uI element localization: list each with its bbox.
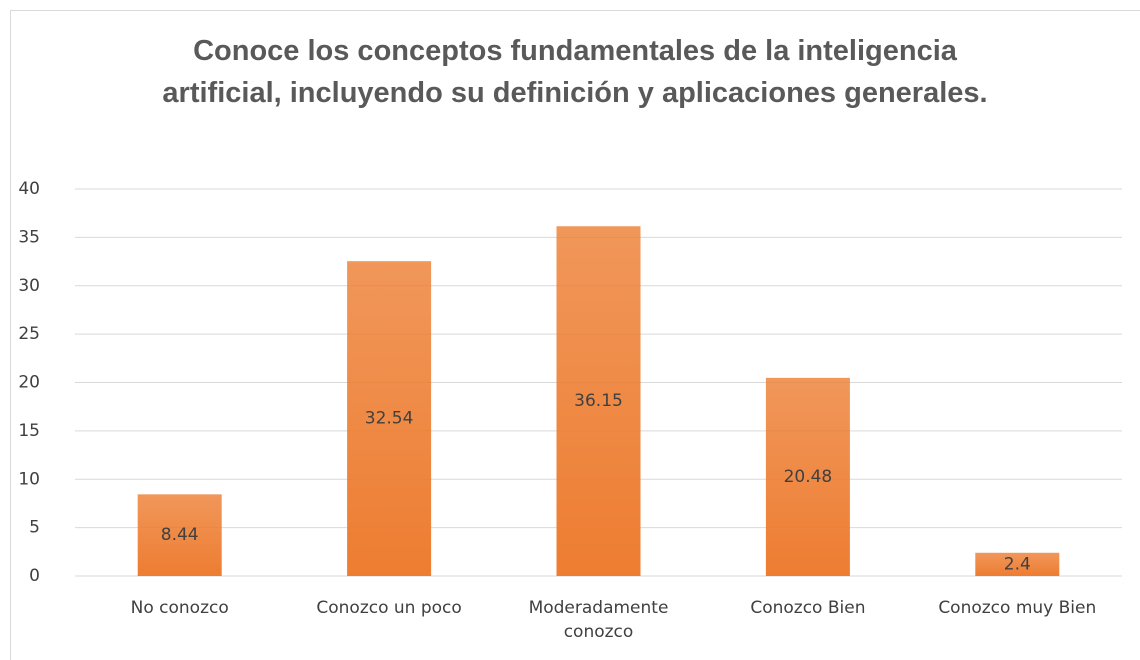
value-label: 36.15: [574, 391, 623, 411]
bar: [556, 226, 641, 576]
value-label: 8.44: [161, 525, 199, 545]
bar: [975, 552, 1060, 576]
bar: [347, 261, 432, 576]
y-tick-label: 30: [18, 276, 40, 296]
x-tick-label: Moderadamente conozco: [529, 598, 669, 642]
y-tick-label: 5: [29, 518, 40, 538]
value-label: 32.54: [365, 409, 414, 429]
y-tick-label: 10: [18, 469, 40, 489]
x-tick-label: Conozco un poco: [316, 598, 461, 618]
y-tick-label: 15: [18, 421, 40, 441]
y-tick-label: 0: [29, 566, 40, 586]
y-tick-label: 25: [18, 324, 40, 344]
x-tick-label: Conozco muy Bien: [938, 598, 1096, 618]
bar: [137, 494, 222, 576]
bar: [765, 377, 850, 576]
x-tick-label: Conozco Bien: [750, 598, 865, 618]
chart-title: Conoce los conceptos fundamentales de la…: [162, 35, 988, 109]
y-tick-label: 20: [18, 373, 40, 393]
y-tick-label: 35: [18, 227, 40, 247]
y-tick-label: 40: [18, 179, 40, 199]
value-label: 20.48: [784, 467, 833, 487]
x-tick-label: No conozco: [131, 598, 229, 618]
value-label: 2.4: [1004, 554, 1031, 574]
x-tick-label-line: Moderadamente: [529, 598, 669, 618]
x-tick-label-line: conozco: [564, 622, 634, 642]
chart-border: [10, 10, 1140, 660]
